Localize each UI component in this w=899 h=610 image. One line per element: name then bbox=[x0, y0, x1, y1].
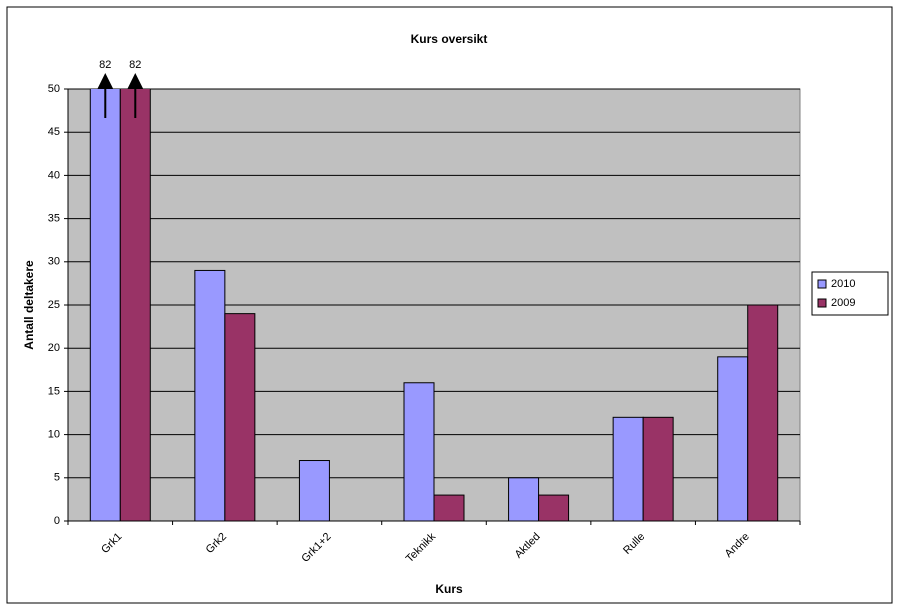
bar bbox=[508, 477, 540, 521]
bar bbox=[717, 356, 749, 521]
y-tick-label: 0 bbox=[54, 515, 60, 527]
bar bbox=[642, 416, 674, 521]
bar bbox=[433, 494, 465, 521]
legend-box bbox=[811, 271, 889, 316]
y-tick-label: 35 bbox=[48, 213, 60, 225]
legend-swatch bbox=[817, 298, 827, 308]
bar bbox=[194, 269, 226, 521]
y-axis-title: Antall deltakere bbox=[22, 260, 36, 350]
y-tick-label: 10 bbox=[48, 429, 60, 441]
bar bbox=[612, 416, 644, 521]
y-tick-label: 50 bbox=[48, 83, 60, 95]
bar bbox=[224, 313, 256, 521]
bar bbox=[747, 304, 779, 521]
x-axis-title: Kurs bbox=[435, 582, 463, 596]
data-label: 82 bbox=[99, 59, 111, 71]
y-tick-label: 40 bbox=[48, 169, 60, 181]
legend-swatch bbox=[817, 279, 827, 289]
y-tick-label: 15 bbox=[48, 385, 60, 397]
bar bbox=[298, 460, 330, 521]
y-tick-label: 30 bbox=[48, 256, 60, 268]
chart-title: Kurs oversikt bbox=[411, 32, 488, 46]
legend-label: 2010 bbox=[831, 278, 855, 290]
bar bbox=[538, 494, 570, 521]
y-tick-label: 45 bbox=[48, 126, 60, 138]
data-label: 82 bbox=[129, 59, 141, 71]
legend-label: 2009 bbox=[831, 297, 855, 309]
y-tick-label: 5 bbox=[54, 472, 60, 484]
bar bbox=[119, 89, 151, 521]
bar bbox=[403, 382, 435, 521]
y-tick-label: 25 bbox=[48, 299, 60, 311]
y-tick-label: 20 bbox=[48, 342, 60, 354]
